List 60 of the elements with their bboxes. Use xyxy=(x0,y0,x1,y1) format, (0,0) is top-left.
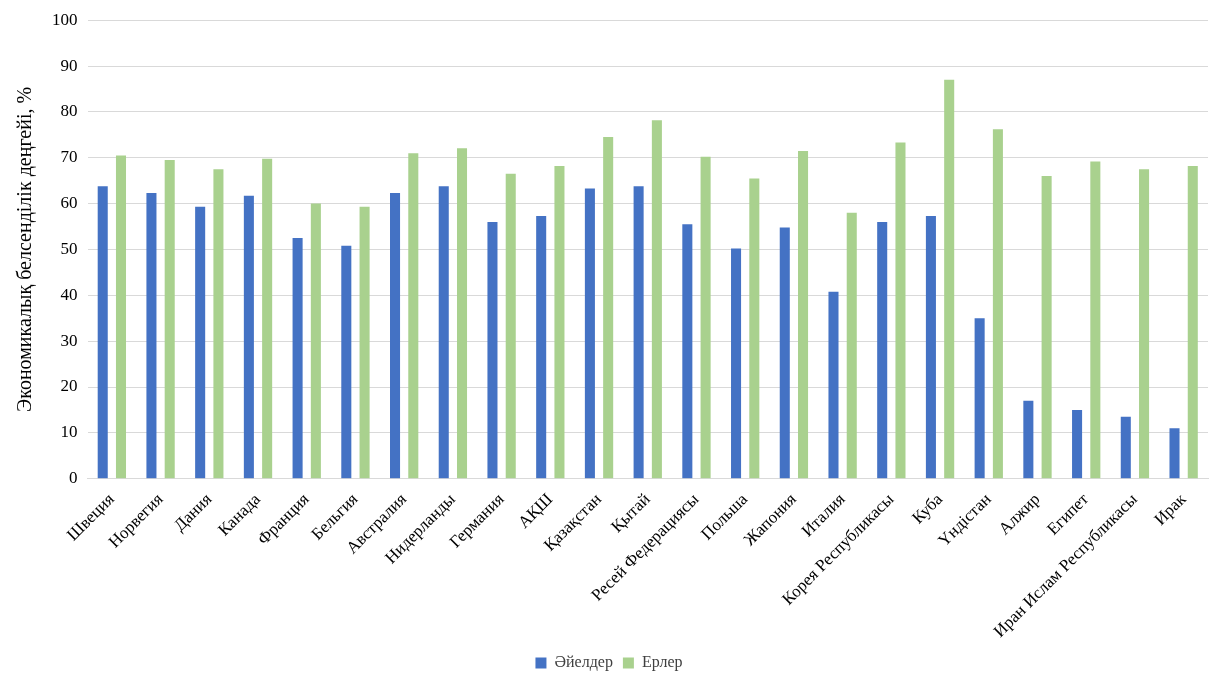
bar xyxy=(487,221,498,479)
bar xyxy=(505,173,516,479)
bar xyxy=(1072,409,1083,479)
y-tick-label: 10 xyxy=(60,422,78,442)
bar xyxy=(651,120,662,479)
y-tick-label: 40 xyxy=(60,284,78,304)
bar xyxy=(456,148,468,479)
bar xyxy=(1169,428,1180,479)
bar xyxy=(310,203,321,479)
y-tick-label: 70 xyxy=(60,147,78,167)
bar xyxy=(700,156,711,479)
bar xyxy=(292,237,303,479)
y-tick-label: 90 xyxy=(60,55,78,75)
bar xyxy=(1023,400,1034,479)
bar xyxy=(554,166,565,479)
bar xyxy=(1139,169,1150,479)
bar xyxy=(633,186,644,479)
bar xyxy=(341,245,352,479)
y-tick-label: 50 xyxy=(60,238,78,258)
bar xyxy=(438,186,449,479)
bar xyxy=(164,160,175,479)
y-tick-label: 60 xyxy=(60,193,78,213)
bar xyxy=(359,206,370,479)
bar xyxy=(390,193,401,479)
bar xyxy=(408,153,419,479)
legend-label: Әйелдер xyxy=(554,653,613,672)
legend-label: Ерлер xyxy=(641,653,683,672)
bar xyxy=(682,224,693,479)
y-tick-label: 20 xyxy=(60,376,78,396)
bar xyxy=(146,193,157,479)
bar xyxy=(603,137,614,479)
bar xyxy=(1090,161,1101,479)
bar xyxy=(779,227,790,479)
bar xyxy=(925,215,936,479)
y-tick-label: 80 xyxy=(60,101,78,121)
bar xyxy=(798,150,809,479)
bar xyxy=(1187,166,1198,479)
bar xyxy=(97,186,108,479)
bar xyxy=(846,212,857,479)
y-tick-label: 30 xyxy=(60,330,78,350)
y-axis-title: Экономикалық белсенділік деңгейі, % xyxy=(13,86,37,413)
bar xyxy=(974,318,985,479)
bar xyxy=(536,215,547,479)
bar xyxy=(944,79,955,479)
bar xyxy=(1120,416,1131,479)
bar xyxy=(213,169,224,479)
bar xyxy=(243,195,254,479)
bar xyxy=(731,248,742,479)
bar xyxy=(877,221,888,479)
bar xyxy=(195,206,206,479)
bar xyxy=(262,158,273,479)
y-tick-label: 100 xyxy=(52,9,78,29)
bar xyxy=(1041,176,1052,479)
bar xyxy=(828,291,839,479)
bar xyxy=(749,178,760,479)
bar xyxy=(895,142,906,479)
y-tick-label: 0 xyxy=(69,468,78,488)
bar xyxy=(115,155,127,479)
bar xyxy=(584,188,595,479)
bar xyxy=(992,129,1003,479)
